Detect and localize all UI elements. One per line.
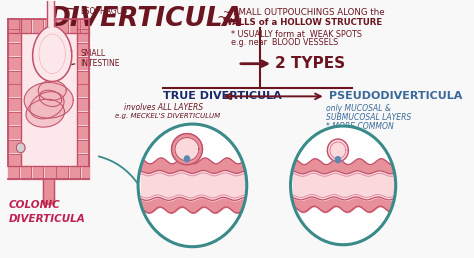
Polygon shape bbox=[57, 166, 68, 180]
Polygon shape bbox=[47, 1, 54, 26]
Polygon shape bbox=[328, 139, 348, 162]
Polygon shape bbox=[82, 19, 89, 33]
Polygon shape bbox=[9, 140, 21, 152]
Polygon shape bbox=[172, 134, 202, 165]
Text: * USUALLY form at  WEAK SPOTS: * USUALLY form at WEAK SPOTS bbox=[231, 29, 362, 38]
Text: e.g. near  BLOOD VESSELS: e.g. near BLOOD VESSELS bbox=[231, 38, 338, 47]
Polygon shape bbox=[44, 180, 54, 199]
Polygon shape bbox=[45, 166, 56, 180]
Polygon shape bbox=[9, 19, 19, 33]
Text: DIVERTICULA: DIVERTICULA bbox=[48, 6, 244, 32]
Polygon shape bbox=[77, 154, 89, 166]
Polygon shape bbox=[9, 126, 21, 138]
Text: ~: ~ bbox=[216, 10, 228, 24]
Text: ~ SMALL OUTPOUCHINGS ALONG the: ~ SMALL OUTPOUCHINGS ALONG the bbox=[223, 8, 385, 17]
Polygon shape bbox=[39, 90, 62, 107]
Polygon shape bbox=[9, 154, 21, 166]
Polygon shape bbox=[21, 33, 77, 180]
Polygon shape bbox=[24, 83, 73, 118]
Polygon shape bbox=[44, 199, 54, 204]
Polygon shape bbox=[9, 98, 21, 110]
Polygon shape bbox=[9, 43, 21, 55]
Polygon shape bbox=[77, 140, 89, 152]
Polygon shape bbox=[9, 112, 21, 124]
Polygon shape bbox=[77, 29, 89, 41]
Polygon shape bbox=[77, 57, 89, 69]
Polygon shape bbox=[77, 71, 89, 83]
Text: involves ALL LAYERS: involves ALL LAYERS bbox=[124, 103, 203, 112]
Text: SUBMUCOSAL LAYERS: SUBMUCOSAL LAYERS bbox=[326, 113, 411, 122]
Text: PSEUDODIVERTICULA: PSEUDODIVERTICULA bbox=[329, 91, 463, 101]
Polygon shape bbox=[77, 98, 89, 110]
Circle shape bbox=[335, 157, 340, 163]
Polygon shape bbox=[82, 166, 89, 180]
Polygon shape bbox=[33, 26, 72, 82]
Polygon shape bbox=[70, 19, 80, 33]
Polygon shape bbox=[9, 29, 21, 41]
Text: COLONIC
DIVERTICULA: COLONIC DIVERTICULA bbox=[9, 200, 85, 224]
Text: e.g. MECKEL'S DIVERTICULUM: e.g. MECKEL'S DIVERTICULUM bbox=[115, 113, 220, 119]
Text: only MUCOSAL &: only MUCOSAL & bbox=[326, 104, 391, 113]
Polygon shape bbox=[9, 166, 19, 180]
Polygon shape bbox=[175, 138, 199, 161]
Polygon shape bbox=[30, 92, 64, 119]
Polygon shape bbox=[77, 126, 89, 138]
Polygon shape bbox=[9, 19, 21, 27]
Polygon shape bbox=[9, 84, 21, 96]
Polygon shape bbox=[77, 84, 89, 96]
Polygon shape bbox=[57, 19, 68, 33]
Polygon shape bbox=[9, 71, 21, 83]
Polygon shape bbox=[38, 80, 66, 100]
Polygon shape bbox=[70, 166, 80, 180]
Circle shape bbox=[291, 126, 396, 245]
Text: 2 TYPES: 2 TYPES bbox=[275, 56, 345, 71]
Circle shape bbox=[16, 143, 25, 153]
Polygon shape bbox=[77, 112, 89, 124]
Polygon shape bbox=[21, 166, 31, 180]
Polygon shape bbox=[45, 19, 56, 33]
Polygon shape bbox=[33, 166, 44, 180]
Polygon shape bbox=[26, 99, 64, 127]
Polygon shape bbox=[21, 19, 31, 33]
Text: WALLS of a HOLLOW STRUCTURE: WALLS of a HOLLOW STRUCTURE bbox=[223, 18, 382, 27]
Polygon shape bbox=[33, 19, 44, 33]
Text: SMALL
INTESTINE: SMALL INTESTINE bbox=[64, 49, 120, 68]
Text: * MORE COMMON: * MORE COMMON bbox=[326, 122, 393, 131]
Circle shape bbox=[138, 124, 247, 247]
Polygon shape bbox=[9, 57, 21, 69]
Polygon shape bbox=[77, 19, 89, 27]
Text: ESOPHAGUS: ESOPHAGUS bbox=[57, 7, 127, 16]
Polygon shape bbox=[77, 43, 89, 55]
Circle shape bbox=[184, 156, 190, 162]
Text: TRUE DIVERTICULA: TRUE DIVERTICULA bbox=[164, 91, 282, 101]
